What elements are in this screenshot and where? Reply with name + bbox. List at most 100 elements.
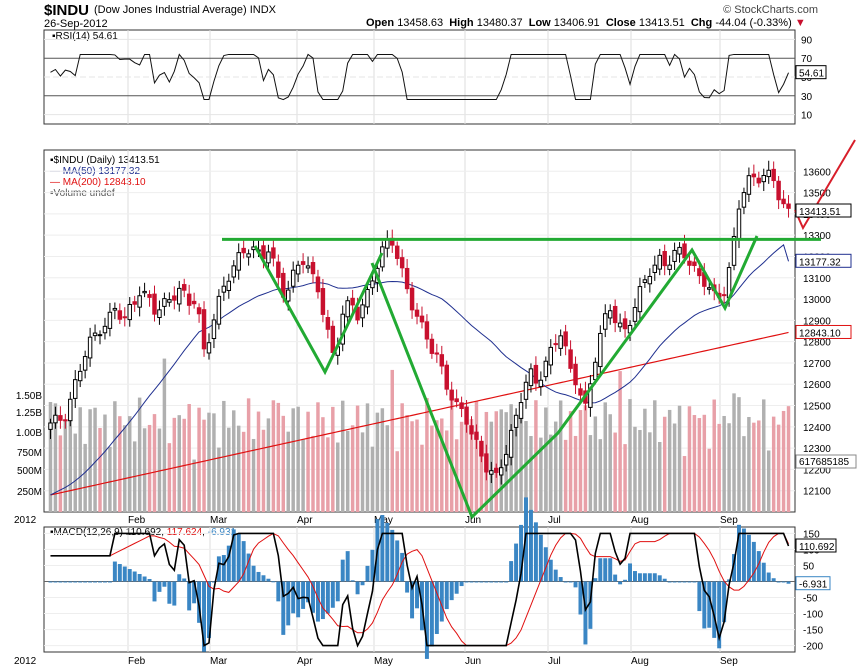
volume-bar — [291, 408, 295, 512]
volume-bar — [653, 400, 657, 512]
volume-bar — [494, 411, 499, 512]
macd-histogram-bar — [281, 581, 286, 635]
candle-body — [162, 298, 167, 307]
candle — [102, 317, 108, 340]
volume-tag — [795, 454, 857, 469]
candle-body — [494, 467, 499, 473]
chg-label: Chg — [690, 17, 713, 29]
candle-body — [157, 309, 162, 319]
candle — [424, 314, 430, 349]
candle-body — [350, 297, 355, 306]
candle — [667, 255, 672, 276]
chart-icon: ▪ — [52, 31, 56, 42]
candle — [508, 424, 514, 466]
volume-bar — [697, 418, 702, 512]
candle-body — [637, 286, 643, 313]
candle — [548, 339, 553, 375]
macd-histogram-bar — [717, 581, 722, 649]
candle — [186, 284, 192, 315]
candle-body — [751, 173, 757, 178]
candle-body — [508, 429, 514, 458]
macd-month-label: May — [374, 656, 393, 667]
volume-bar — [63, 420, 68, 512]
volume-bar — [553, 421, 558, 512]
macd-histogram-bar — [107, 581, 112, 583]
volume-bar — [583, 405, 588, 512]
macd-histogram-bar — [647, 573, 652, 582]
candle — [756, 171, 762, 188]
macd-histogram-bar — [504, 581, 509, 583]
candle-body — [588, 383, 593, 408]
candle — [92, 324, 98, 341]
macd-histogram-bar — [543, 547, 548, 582]
macd-histogram-bar — [271, 581, 276, 583]
candle — [112, 302, 118, 320]
volume-bar — [360, 432, 365, 512]
candle — [439, 345, 445, 375]
macd-month-label: Jun — [465, 656, 481, 667]
macd-histogram-bar — [182, 578, 187, 582]
ma200-tag-label: 12843.10 — [799, 328, 841, 339]
candle — [82, 350, 88, 379]
candle — [271, 238, 276, 267]
macd-tick-label: -50 — [803, 594, 818, 605]
volume-bar — [474, 401, 479, 512]
macd-histogram-bar — [474, 581, 479, 583]
macd-histogram-bar — [167, 581, 172, 604]
macd-histogram-bar — [266, 578, 271, 582]
pattern-spacer — [288, 246, 372, 263]
macd-histogram-bar — [187, 581, 192, 611]
volume-bar — [712, 399, 716, 512]
candle — [127, 297, 132, 327]
volume-bar — [390, 369, 394, 512]
macd-tick-label: -200 — [803, 642, 823, 653]
candle — [692, 257, 697, 272]
volume-bar — [633, 426, 637, 512]
volume-bar — [207, 412, 211, 512]
macd-month-label: Apr — [297, 656, 313, 667]
volume-bar — [672, 423, 677, 512]
macd-histogram-bar — [642, 573, 647, 582]
candle-body — [310, 262, 316, 275]
candle-body — [196, 307, 202, 315]
macd-histogram-bar — [692, 581, 697, 583]
candle — [241, 239, 246, 259]
candle-body — [459, 402, 464, 410]
candle — [533, 356, 539, 391]
volume-bar — [68, 403, 73, 512]
volume-bar — [623, 444, 627, 512]
macd-histogram-bar — [241, 541, 246, 582]
candle-body — [607, 310, 613, 319]
candle — [132, 295, 137, 312]
candle-body — [464, 406, 469, 425]
candle — [429, 333, 435, 359]
candle — [206, 333, 212, 360]
candle-body — [528, 368, 534, 387]
candle-body — [736, 208, 742, 240]
macd-histogram-bar — [325, 581, 330, 614]
candle — [771, 161, 776, 188]
candle — [157, 300, 162, 325]
candle-body — [92, 332, 98, 337]
volume-bar — [459, 421, 464, 512]
candle — [607, 304, 613, 325]
volume-bar — [340, 400, 345, 512]
chart-date: 26-Sep-2012 — [44, 18, 108, 30]
volume-bar — [598, 439, 603, 512]
candle-body — [370, 280, 375, 289]
candle-body — [533, 364, 539, 384]
macd-histogram-bar — [682, 581, 687, 583]
candle-body — [598, 332, 603, 368]
candle — [503, 444, 509, 472]
candle — [107, 302, 113, 337]
macd-histogram-bar — [221, 555, 226, 582]
ohlc-readout: Open 13458.63 High 13480.37 Low 13406.91… — [366, 17, 806, 29]
candle — [196, 303, 202, 323]
volume-bar — [370, 446, 375, 512]
volume-bar — [103, 414, 107, 512]
macd-histogram-bar — [548, 559, 553, 582]
candle-body — [776, 180, 781, 201]
candle — [617, 313, 623, 332]
macd-tag — [795, 538, 837, 553]
candle-body — [191, 300, 197, 305]
